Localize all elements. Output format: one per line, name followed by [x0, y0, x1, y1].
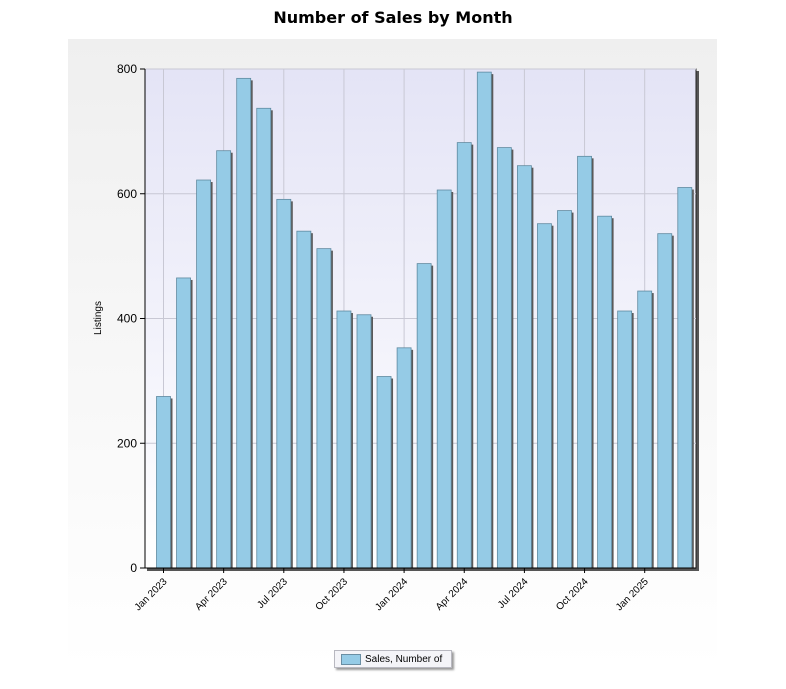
bar: Feb 2025: 536 — [657, 233, 673, 569]
bar: Dec 2023: 307 — [376, 376, 392, 569]
y-axis-label: Listings — [93, 301, 104, 335]
y-tick-label: 0 — [130, 561, 137, 575]
bar: Mar 2023: 622 — [196, 179, 212, 569]
bar: Mar 2025: 610 — [677, 187, 693, 569]
bar: Jun 2023: 737 — [256, 107, 272, 569]
bar: Jul 2024: 645 — [517, 165, 532, 569]
bar: Oct 2024: 660 — [577, 155, 592, 569]
bar: May 2024: 795 — [476, 71, 492, 569]
bar: Feb 2023: 465 — [176, 277, 191, 569]
bar: Nov 2024: 564 — [597, 215, 612, 569]
bar: Oct 2023: 412 — [336, 310, 352, 569]
bar: Sep 2023: 512 — [316, 248, 332, 569]
y-tick-label: 400 — [117, 312, 137, 326]
y-tick-label: 800 — [117, 62, 137, 76]
legend: Sales, Number of — [334, 650, 452, 668]
bar: Apr 2023: 669 — [216, 150, 232, 569]
bar: May 2023: 785 — [236, 77, 252, 569]
bar: Jan 2024: 353 — [396, 347, 412, 569]
y-tick-label: 600 — [117, 187, 137, 201]
y-tick-label: 200 — [117, 436, 137, 450]
bar: Jan 2025: 444 — [637, 290, 653, 569]
bar: Feb 2024: 488 — [416, 263, 432, 569]
bar: Sep 2024: 573 — [557, 210, 572, 569]
legend-label: Sales, Number of — [365, 653, 443, 665]
bar: Dec 2024: 412 — [617, 310, 633, 569]
bars: Jan 2023: 275Feb 2023: 465Mar 2023: 622A… — [156, 71, 694, 569]
bar: Nov 2023: 406 — [356, 314, 372, 569]
y-tick-labels: 0 200 400 600 800 — [117, 62, 137, 575]
bar: Aug 2023: 540 — [296, 230, 312, 569]
bar: Apr 2024: 682 — [456, 142, 472, 569]
chart-title: Number of Sales by Month — [273, 8, 513, 27]
bar: Mar 2024: 606 — [436, 189, 452, 569]
bar: Jan 2023: 275 — [156, 396, 171, 569]
axes — [140, 68, 696, 573]
bar: Jun 2024: 674 — [496, 147, 512, 569]
legend-swatch — [341, 653, 361, 665]
bar: Jul 2023: 591 — [276, 198, 292, 569]
bar: Aug 2024: 552 — [537, 223, 552, 569]
